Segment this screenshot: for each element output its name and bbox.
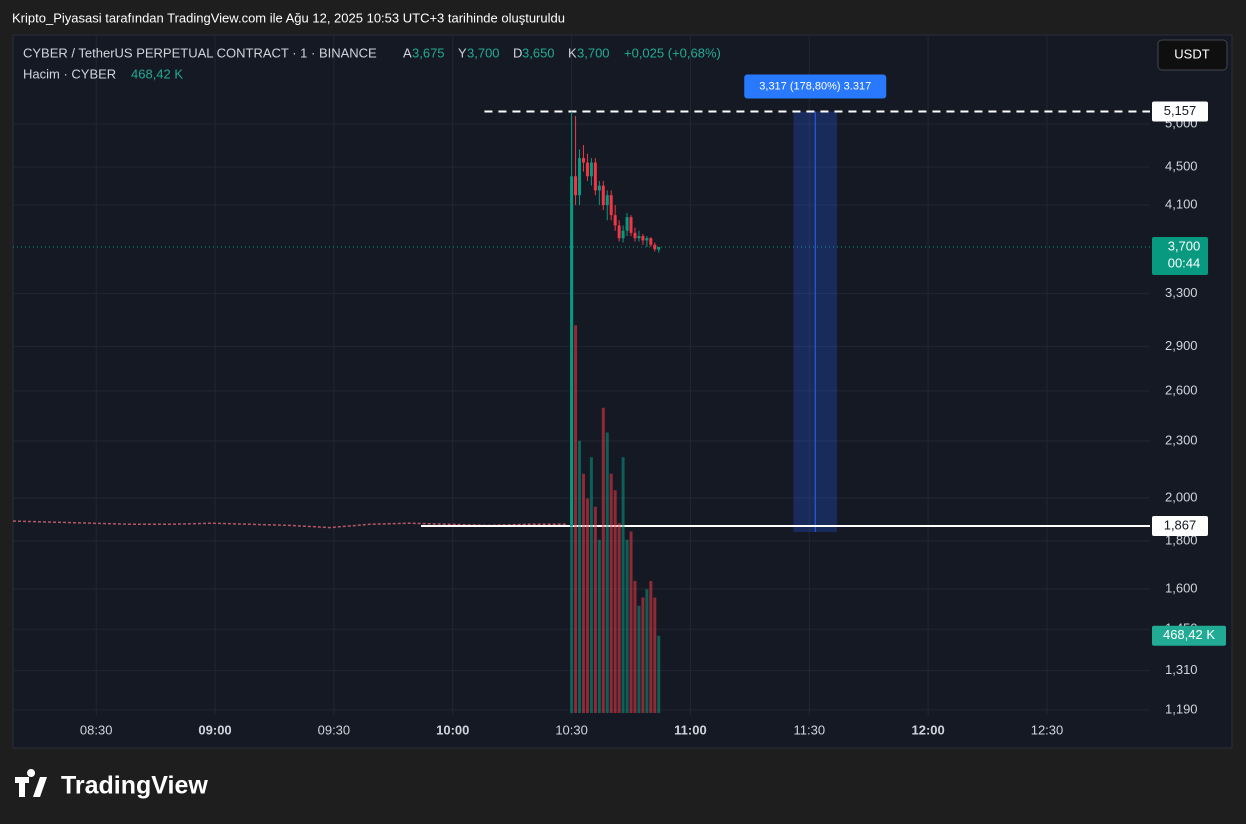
candle-body	[641, 236, 645, 241]
volume-bar	[605, 432, 609, 713]
candle-body	[613, 215, 617, 226]
volume-bar	[578, 440, 582, 713]
x-tick-label: 11:00	[674, 722, 707, 737]
price-tag	[1152, 516, 1208, 537]
last-price-label: 3,700	[1168, 238, 1201, 253]
candle-body	[617, 225, 621, 239]
x-tick-label: 11:30	[794, 722, 826, 737]
volume-bar	[597, 539, 601, 713]
candle-body	[657, 246, 661, 250]
candle-body	[593, 162, 597, 191]
candle-body	[629, 217, 633, 233]
candle-body	[633, 232, 637, 239]
measure-label: 3,317 (178,80%) 3.317	[759, 80, 871, 92]
x-tick-label: 09:30	[318, 722, 351, 737]
volume-bar	[625, 539, 629, 713]
x-tick-label: 08:30	[80, 722, 113, 737]
volume-bar	[637, 605, 641, 713]
candle-body	[645, 238, 649, 241]
candle-body	[609, 195, 613, 216]
ohlc-key: D	[513, 45, 522, 60]
volume-bar	[633, 581, 637, 713]
volume-bar	[589, 457, 593, 713]
y-tick-label: 1,190	[1165, 701, 1198, 716]
volume-tag	[1152, 625, 1226, 646]
candle-body	[589, 162, 593, 177]
symbol: CYBER / TetherUS PERPETUAL CONTRACT · 1 …	[23, 45, 377, 60]
candle-body	[649, 238, 653, 245]
volume-bar	[601, 407, 605, 713]
price-tag	[1152, 101, 1208, 122]
countdown: 00:44	[1168, 255, 1201, 270]
volume-bar	[641, 597, 645, 713]
y-tick-label: 4,100	[1165, 197, 1198, 212]
volume-bar	[617, 523, 621, 713]
x-tick-label: 12:30	[1031, 722, 1064, 737]
volume-tag-label: 468,42 K	[1163, 627, 1215, 642]
candle-body	[578, 158, 582, 196]
volume-bar	[574, 325, 578, 713]
currency: USDT	[1174, 46, 1209, 61]
price-tag-label: 5,157	[1164, 103, 1197, 118]
candle-body	[581, 158, 585, 163]
y-tick-label: 1,800	[1165, 532, 1198, 547]
x-tick-label: 10:00	[436, 722, 469, 737]
y-tick-label: 2,600	[1165, 382, 1198, 397]
candle-body	[625, 217, 629, 231]
volume-bar	[570, 234, 574, 713]
y-tick-label: 3,300	[1165, 285, 1198, 300]
candle-body	[574, 176, 578, 196]
volume-label: Hacim · CYBER	[23, 66, 116, 81]
ohlc-value: 3,650	[522, 45, 555, 60]
ohlc-value: 3,700	[577, 45, 610, 60]
volume-bar	[645, 589, 649, 713]
price-line	[12, 520, 568, 529]
ohlc-value: 3,675	[412, 45, 445, 60]
brand-logo	[15, 769, 47, 797]
currency-button[interactable]	[1157, 39, 1228, 71]
volume-bar	[657, 635, 661, 713]
last-price-tag	[1152, 236, 1208, 275]
y-tick-label: 2,000	[1165, 489, 1198, 504]
volume-value: 468,42 K	[131, 66, 183, 81]
volume-bar	[629, 531, 633, 713]
volume-bar	[609, 473, 613, 713]
x-tick-label: 09:00	[198, 722, 231, 737]
change: +0,025 (+0,68%)	[624, 45, 721, 60]
volume-bar	[613, 490, 617, 713]
measure-label-bg	[744, 74, 887, 99]
candle-body	[585, 162, 589, 177]
candle-body	[653, 244, 657, 250]
candle-body	[621, 230, 625, 239]
y-tick-label: 1,600	[1165, 580, 1198, 595]
attribution: Kripto_Piyasasi tarafından TradingView.c…	[12, 10, 565, 25]
volume-bar	[653, 597, 657, 713]
candle-body	[605, 195, 609, 206]
ohlc-value: 3,700	[467, 45, 500, 60]
volume-bar	[621, 457, 625, 713]
volume-bar	[581, 473, 585, 713]
y-tick-label: 1,310	[1165, 662, 1198, 677]
candle-body	[637, 236, 641, 239]
x-tick-label: 10:30	[555, 722, 588, 737]
candle-body	[601, 185, 605, 206]
y-tick-label: 2,900	[1165, 338, 1198, 353]
ohlc-key: K	[568, 45, 577, 60]
candle-body	[597, 185, 601, 191]
brand: TradingView	[61, 772, 208, 800]
x-tick-label: 12:00	[912, 722, 945, 737]
volume-bar	[649, 581, 653, 713]
ohlc-key: A	[403, 45, 412, 60]
y-tick-label: 4,500	[1165, 159, 1198, 174]
price-tag-label: 1,867	[1164, 517, 1197, 532]
volume-bar	[593, 506, 597, 713]
volume-bar	[585, 498, 589, 713]
y-tick-label: 2,300	[1165, 432, 1198, 447]
ohlc-key: Y	[458, 45, 467, 60]
